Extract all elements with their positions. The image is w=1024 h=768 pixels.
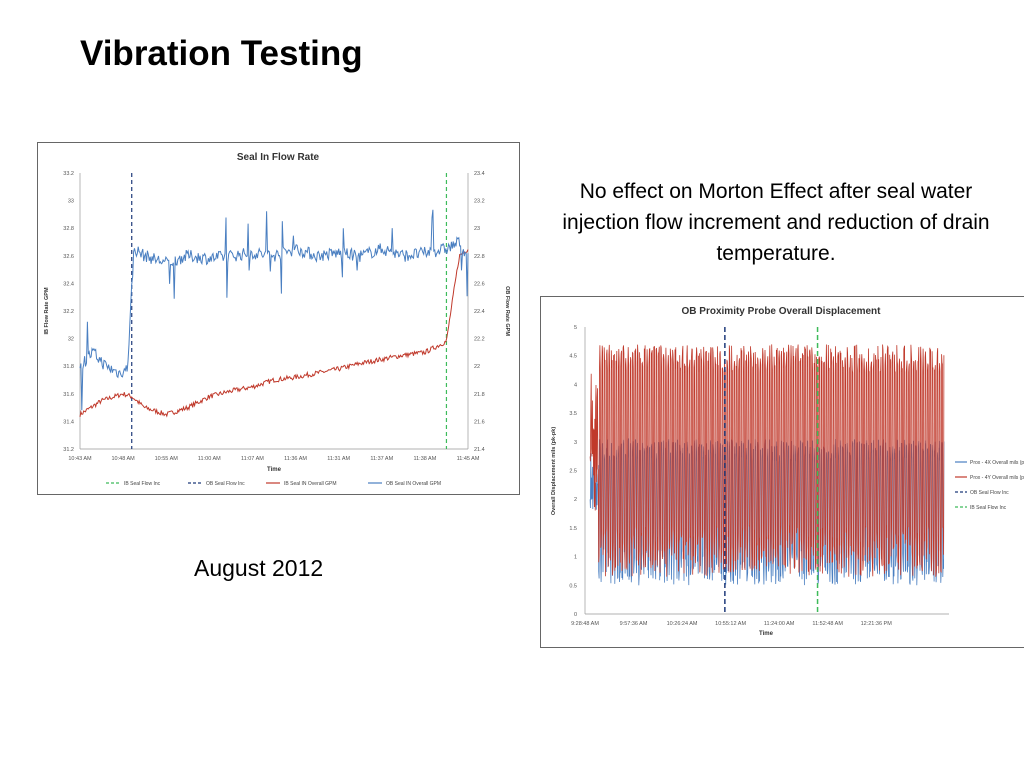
chart1-left-tick-label: 32.4: [63, 281, 74, 287]
chart1-x-tick-label: 11:37 AM: [370, 456, 393, 462]
chart1-legend-label: IB Seal IN Overall GPM: [284, 481, 337, 487]
chart2-x-tick-label: 12:21:36 PM: [861, 621, 893, 627]
chart2-x-tick-label: 11:24:00 AM: [764, 621, 795, 627]
chart2-x-tick-label: 11:52:48 AM: [812, 621, 843, 627]
chart1-right-tick-label: 22: [474, 364, 480, 370]
chart2-y-tick-label: 2: [574, 497, 577, 503]
chart1-left-tick-label: 31.2: [63, 447, 74, 453]
chart1-right-tick-label: 23: [474, 226, 480, 232]
chart1-right-tick-label: 21.4: [474, 447, 485, 453]
chart1-right-tick-label: 22.8: [474, 254, 485, 260]
chart1-left-tick-label: 32.2: [63, 309, 74, 315]
proximity-chart: OB Proximity Probe Overall Displacement 0…: [540, 296, 1024, 648]
chart2-y-tick-label: 4: [574, 382, 577, 388]
chart1-x-tick-label: 10:43 AM: [68, 456, 92, 462]
chart2-y-tick-label: 1: [574, 555, 577, 561]
chart2-y-tick-label: 4.5: [569, 354, 577, 360]
chart2-y-tick-label: 3.5: [569, 411, 577, 417]
chart2-y-tick-label: 5: [574, 325, 577, 331]
chart1-series-ob-seal-in-overall-gpm: [79, 209, 469, 411]
chart2-y-tick-label: 0: [574, 612, 577, 618]
chart1-series-ib-seal-in-overall-gpm: [79, 249, 469, 418]
chart1-right-tick-label: 22.2: [474, 337, 485, 343]
slide-date: August 2012: [194, 555, 324, 581]
chart1-left-axis-label: IB Flow Rate GPM: [44, 287, 50, 334]
slide-note: No effect on Morton Effect after seal wa…: [562, 180, 990, 265]
chart1-right-tick-label: 22.4: [474, 309, 485, 315]
chart1-legend-label: IB Seal Flow Inc: [124, 481, 161, 487]
chart2-x-tick-label: 10:55:12 AM: [715, 621, 746, 627]
chart2-y-tick-label: 3: [574, 440, 577, 446]
chart1-x-tick-label: 11:07 AM: [241, 456, 264, 462]
chart2-y-tick-label: 0.5: [569, 583, 577, 589]
chart2-series-prox-4y: [589, 344, 945, 577]
chart2-legend-label: Prox - 4X Overall mils (p-p): [970, 460, 1024, 466]
chart1-right-axis-label: OB Flow Rate GPM: [504, 286, 510, 336]
proximity-chart-svg: OB Proximity Probe Overall Displacement 0…: [551, 306, 1024, 637]
chart2-title: OB Proximity Probe Overall Displacement: [682, 306, 882, 317]
chart1-left-tick-label: 32.6: [63, 254, 74, 260]
chart1-legend-label: OB Seal IN Overall GPM: [386, 481, 441, 487]
chart1-right-tick-label: 21.6: [474, 419, 485, 425]
chart2-y-axis-label: Overall Displacement mils (pk-pk): [551, 427, 557, 516]
chart1-title: Seal In Flow Rate: [237, 152, 320, 163]
seal-flow-chart: Seal In Flow Rate 31.2 31.4 31.6 31.8 32 32.2 3…: [37, 142, 520, 495]
chart2-x-tick-label: 10:26:24 AM: [667, 621, 698, 627]
chart2-legend-label: OB Seal Flow Inc: [970, 490, 1009, 496]
chart2-x-tick-label: 9:28:48 AM: [571, 621, 599, 627]
chart1-left-tick-label: 31.8: [63, 364, 74, 370]
chart2-legend-label: Prox - 4Y Overall mils (p-p): [970, 475, 1024, 481]
chart2-x-axis-label: Time: [759, 631, 774, 637]
slide-title: Vibration Testing: [80, 34, 363, 73]
chart1-x-axis-label: Time: [267, 467, 282, 473]
chart1-left-tick-label: 33: [68, 199, 74, 205]
chart1-x-tick-label: 10:48 AM: [111, 456, 135, 462]
chart1-right-tick-label: 23.2: [474, 199, 485, 205]
chart1-right-tick-label: 23.4: [474, 171, 485, 177]
chart1-left-tick-label: 31.6: [63, 392, 74, 398]
chart1-left-tick-label: 32: [68, 337, 74, 343]
chart1-right-tick-label: 21.8: [474, 392, 485, 398]
chart2-y-tick-label: 1.5: [569, 526, 577, 532]
chart1-left-tick-label: 33.2: [63, 171, 74, 177]
chart1-left-tick-label: 32.8: [63, 226, 74, 232]
chart1-x-tick-label: 11:00 AM: [198, 456, 221, 462]
chart2-legend-label: IB Seal Flow Inc: [970, 505, 1007, 511]
chart1-right-tick-label: 22.6: [474, 281, 485, 287]
chart2-x-tick-label: 9:57:36 AM: [620, 621, 648, 627]
chart1-legend-label: OB Seal Flow Inc: [206, 481, 245, 487]
seal-flow-chart-svg: Seal In Flow Rate 31.2 31.4 31.6 31.8 32 32.2 3…: [44, 152, 510, 487]
chart2-y-tick-label: 2.5: [569, 469, 577, 475]
chart1-x-tick-label: 11:36 AM: [284, 456, 307, 462]
chart1-x-tick-label: 11:38 AM: [413, 456, 436, 462]
chart1-x-tick-label: 11:31 AM: [327, 456, 350, 462]
chart1-x-tick-label: 11:45 AM: [457, 456, 480, 462]
chart1-x-tick-label: 10:55 AM: [155, 456, 179, 462]
chart1-left-tick-label: 31.4: [63, 419, 74, 425]
